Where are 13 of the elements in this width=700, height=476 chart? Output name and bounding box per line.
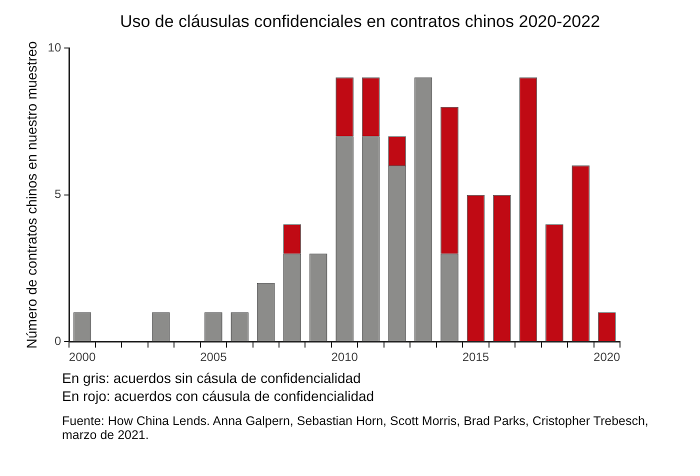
text: En gris: acuerdos sin cásula de confidencialidad [62, 370, 362, 386]
x-tick-label: 2020 [594, 350, 621, 364]
x-tick-label: 2015 [462, 350, 490, 364]
y-axis-title: Número de contratos chinos en nuestro muestreo [23, 40, 40, 349]
chart-title: Uso de cláusulas confidenciales en contratos chinos 2020-2022 [118, 12, 602, 32]
y-tick-label: 5 [54, 187, 62, 202]
x-tick-label: 2010 [331, 350, 358, 364]
x-tick-label: 2005 [200, 350, 228, 364]
text: En rojo: acuerdos con cáusula de confidencialidad [62, 388, 376, 404]
x-tick-label: 2000 [68, 350, 96, 364]
source-note: Fuente: How China Lends. Anna Galpern, Sebastian Horn, Scott Morris, Brad Parks, Cristopher Trebesch, marzo de 2021. [62, 414, 650, 442]
y-tick-label: 0 [54, 334, 62, 348]
y-tick-label: 10 [48, 40, 62, 55]
